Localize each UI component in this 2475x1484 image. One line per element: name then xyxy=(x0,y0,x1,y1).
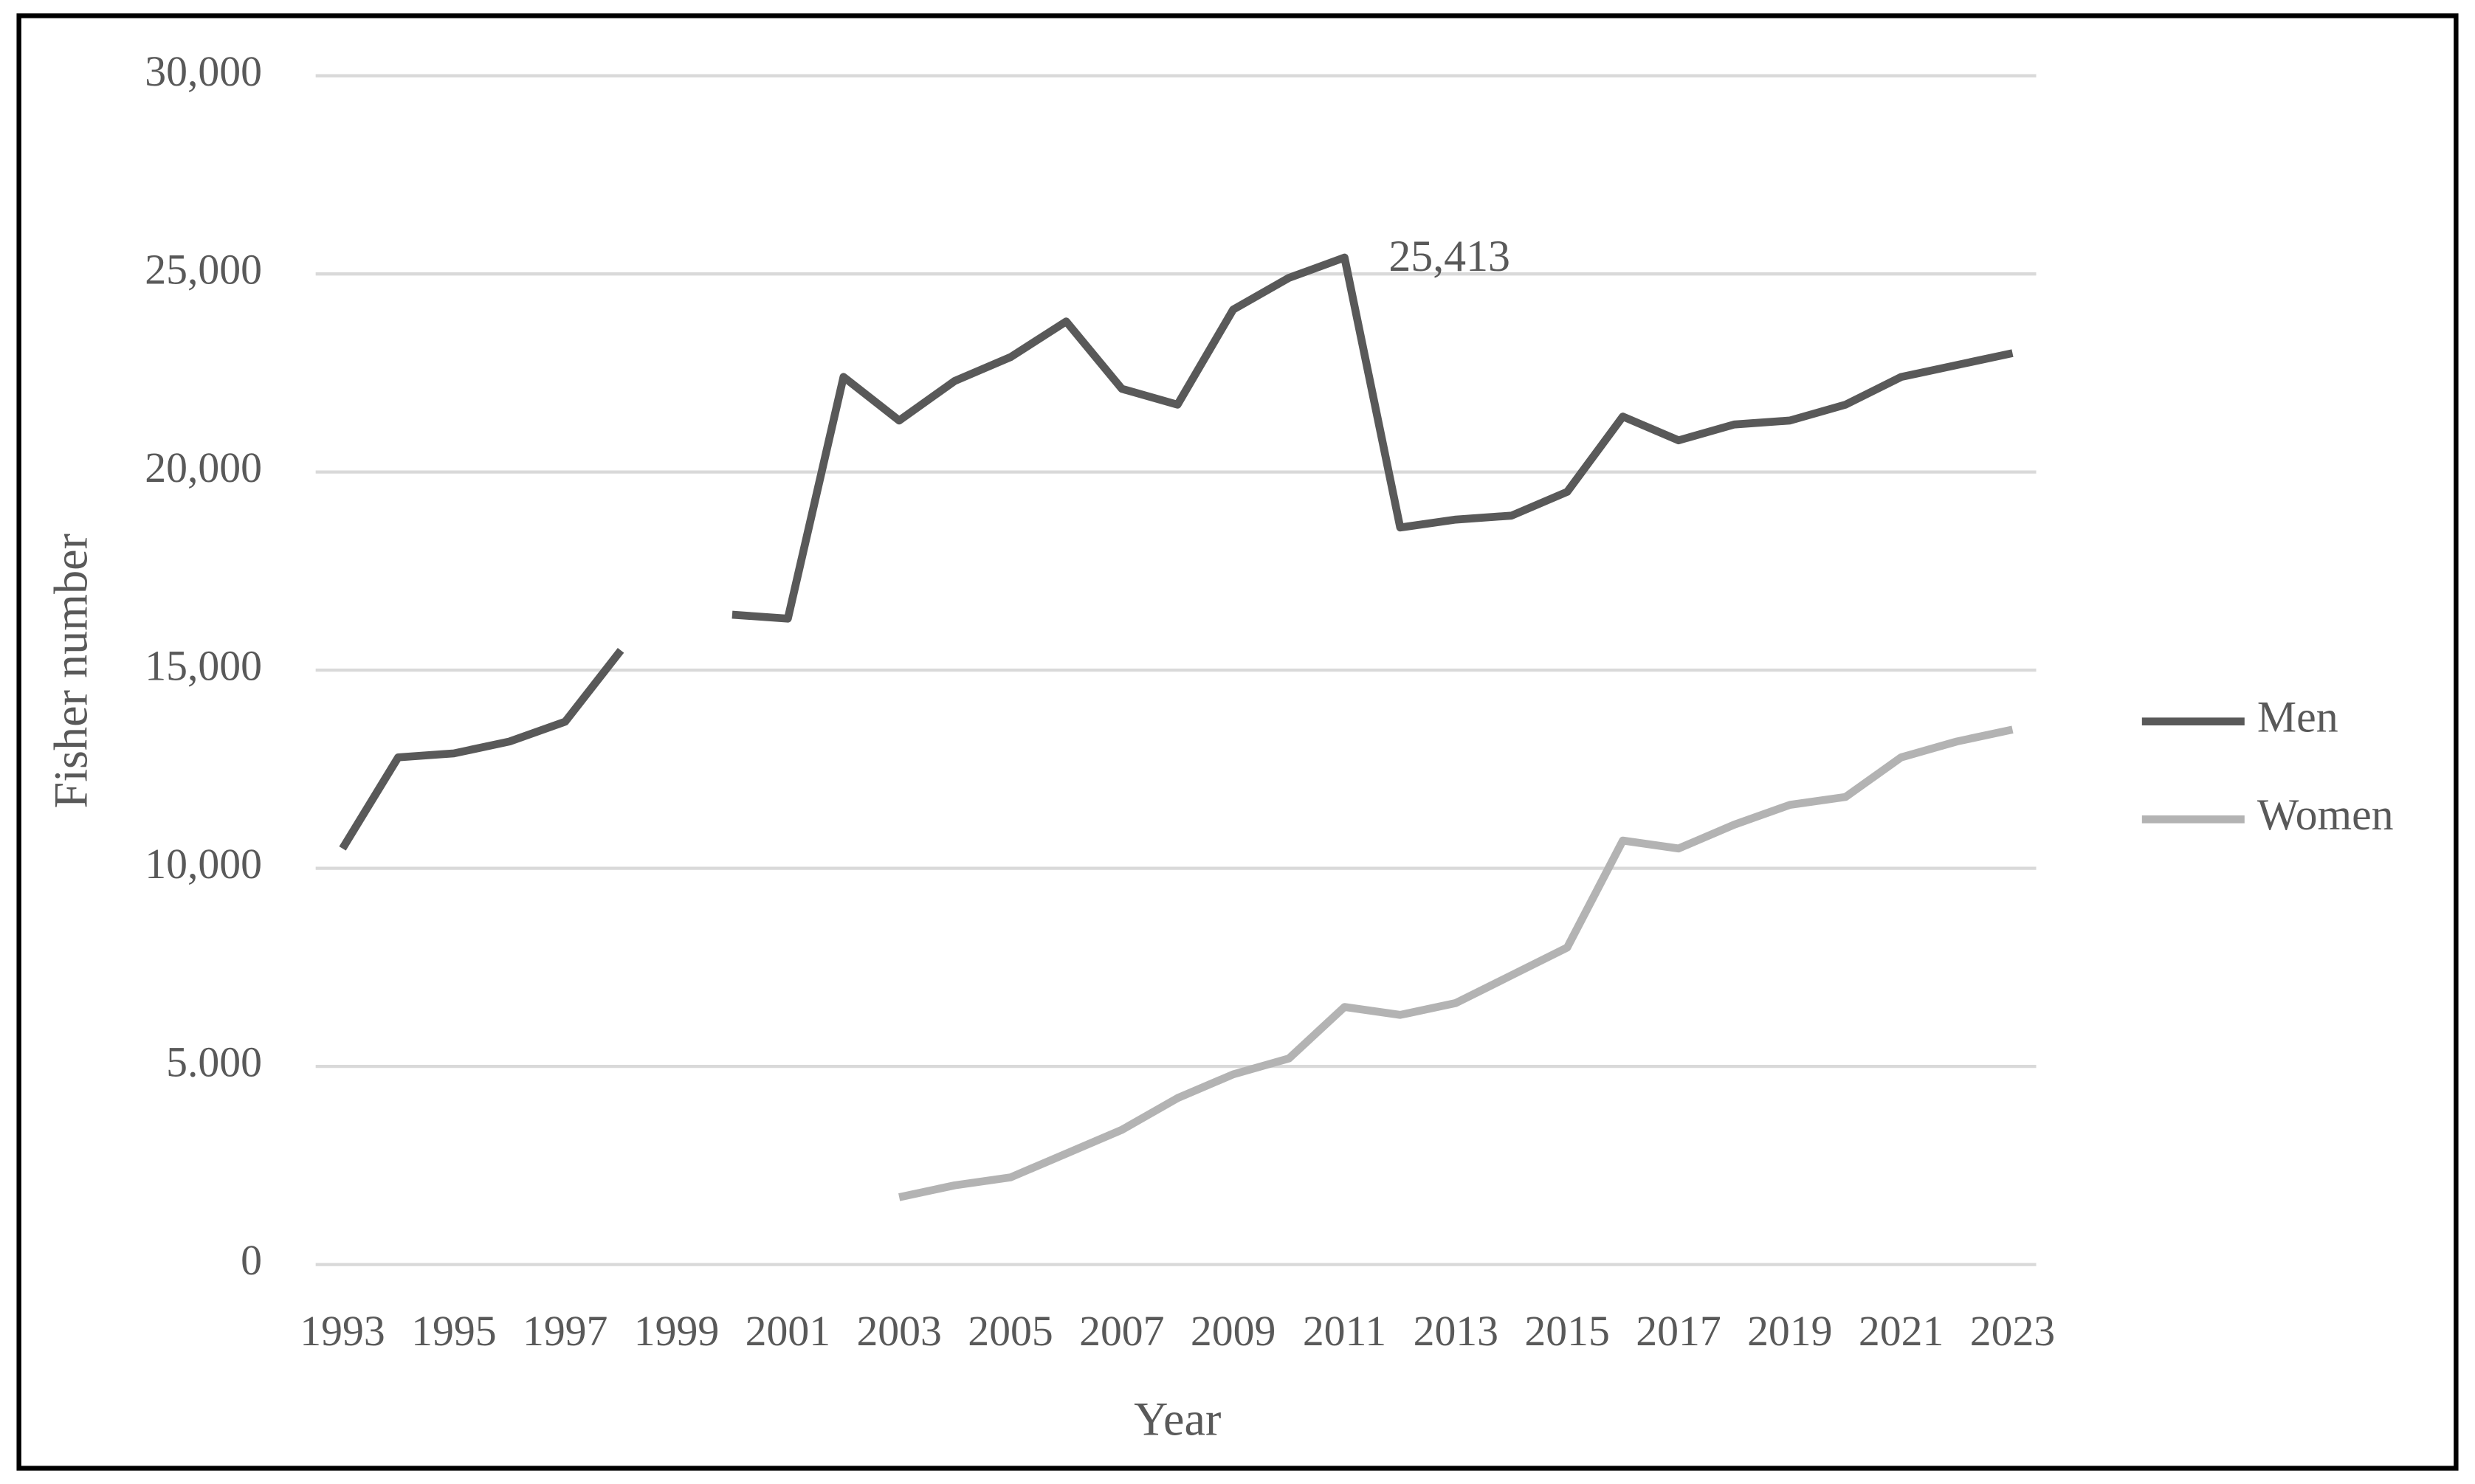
series-line xyxy=(898,725,2014,1201)
x-tick-label: 2019 xyxy=(1747,1308,1832,1355)
x-tick-label: 1995 xyxy=(411,1308,496,1355)
x-tick-label: 2007 xyxy=(1079,1308,1164,1355)
x-tick-label: 2017 xyxy=(1636,1308,1721,1355)
x-tick-label: 2015 xyxy=(1524,1308,1609,1355)
y-tick-label: 10,000 xyxy=(145,841,262,888)
frame xyxy=(16,13,2459,1471)
legend-label: Men xyxy=(2257,692,2338,741)
x-axis-label: Year xyxy=(1134,1392,1221,1445)
y-tick-label: 0 xyxy=(241,1238,262,1284)
x-tick-label: 2023 xyxy=(1970,1308,2055,1355)
x-tick-label: 2013 xyxy=(1414,1308,1498,1355)
y-tick-label: 30,000 xyxy=(145,49,262,95)
x-tick-label: 2001 xyxy=(746,1308,830,1355)
x-tick-label: 2009 xyxy=(1191,1308,1276,1355)
x-tick-label: 1993 xyxy=(300,1308,385,1355)
y-tick-label: 20,000 xyxy=(145,445,262,491)
y-tick-label: 15,000 xyxy=(145,643,262,689)
y-tick-label: 25,000 xyxy=(145,246,262,293)
data-label: 25,413 xyxy=(1388,232,1510,280)
series-line xyxy=(339,253,2014,851)
x-tick-label: 2003 xyxy=(856,1308,941,1355)
x-tick-label: 2011 xyxy=(1303,1308,1386,1355)
x-tick-label: 2021 xyxy=(1859,1308,1944,1355)
y-axis-label: Fisher number xyxy=(44,534,97,809)
x-tick-label: 2005 xyxy=(968,1308,1053,1355)
legend-label: Women xyxy=(2257,790,2394,839)
x-tick-label: 1997 xyxy=(523,1308,607,1355)
y-tick-label: 5.000 xyxy=(166,1039,262,1086)
x-tick-label: 1999 xyxy=(634,1308,719,1355)
